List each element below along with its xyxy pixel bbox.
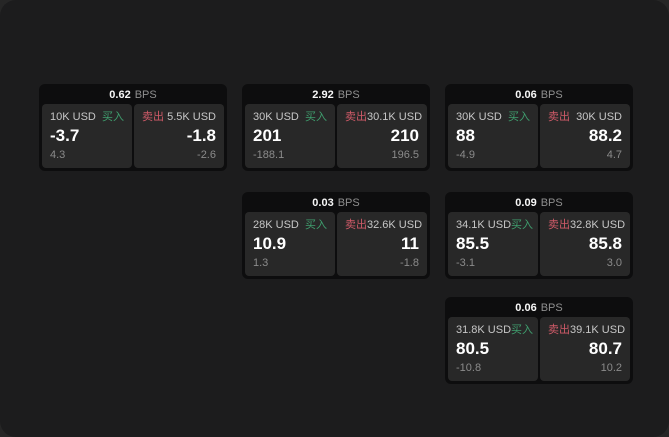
bps-unit-label: BPS — [337, 197, 360, 209]
buy-amount: 31.8K USD — [456, 324, 512, 336]
buy-amount: 30K USD — [456, 111, 502, 123]
buy-label: 买入 — [305, 219, 327, 231]
card-header: 0.03 BPS — [245, 195, 427, 212]
sell-amount: 30.1K USD — [367, 111, 423, 123]
bps-value: 0.09 — [515, 197, 537, 209]
quote-card: 0.62 BPS 10K USD 买入 -3.7 4.3 卖出 5.5K USD… — [39, 84, 227, 171]
bps-unit-label: BPS — [337, 89, 360, 101]
sell-price: 88.2 — [588, 126, 622, 145]
buy-amount: 34.1K USD — [456, 219, 512, 231]
card-header: 0.09 BPS — [448, 195, 630, 212]
buy-price: 88 — [456, 126, 475, 145]
card-header: 2.92 BPS — [245, 87, 427, 104]
buy-delta: -10.8 — [456, 362, 482, 374]
quote-card: 0.09 BPS 34.1K USD 买入 85.5 -3.1 卖出 32.8K… — [445, 192, 633, 279]
sell-label: 卖出 — [345, 111, 367, 123]
sell-delta: 10.2 — [600, 362, 622, 374]
buy-price: 80.5 — [456, 339, 490, 358]
sell-panel[interactable]: 卖出 32.6K USD 11 -1.8 — [337, 212, 427, 276]
sell-label: 卖出 — [142, 111, 164, 123]
sell-label: 卖出 — [548, 219, 570, 231]
sell-price: 85.8 — [588, 234, 622, 253]
buy-panel[interactable]: 30K USD 买入 88 -4.9 — [448, 104, 538, 168]
card-header: 0.06 BPS — [448, 87, 630, 104]
sell-delta: 3.0 — [606, 257, 622, 269]
sell-delta: -1.8 — [400, 257, 419, 269]
bps-unit-label: BPS — [540, 197, 563, 209]
buy-amount: 28K USD — [253, 219, 299, 231]
buy-price: 85.5 — [456, 234, 490, 253]
bps-unit-label: BPS — [540, 89, 563, 101]
bps-unit-label: BPS — [134, 89, 157, 101]
buy-price: -3.7 — [50, 126, 80, 145]
quote-card: 0.06 BPS 30K USD 买入 88 -4.9 卖出 30K USD 8… — [445, 84, 633, 171]
sell-price: 210 — [390, 126, 419, 145]
quote-card: 2.92 BPS 30K USD 买入 201 -188.1 卖出 30.1K … — [242, 84, 430, 171]
card-header: 0.62 BPS — [42, 87, 224, 104]
buy-delta: 1.3 — [253, 257, 269, 269]
sell-price: -1.8 — [186, 126, 216, 145]
quote-card: 0.06 BPS 31.8K USD 买入 80.5 -10.8 卖出 39.1… — [445, 297, 633, 384]
sell-label: 卖出 — [548, 111, 570, 123]
sell-delta: 4.7 — [606, 149, 622, 161]
bps-value: 0.62 — [109, 89, 131, 101]
buy-panel[interactable]: 31.8K USD 买入 80.5 -10.8 — [448, 317, 538, 381]
sell-delta: 196.5 — [391, 149, 419, 161]
buy-panel[interactable]: 10K USD 买入 -3.7 4.3 — [42, 104, 132, 168]
buy-amount: 30K USD — [253, 111, 299, 123]
buy-delta: -4.9 — [456, 149, 475, 161]
buy-label: 买入 — [511, 324, 534, 336]
buy-delta: -3.1 — [456, 257, 475, 269]
bps-value: 0.03 — [312, 197, 334, 209]
sell-amount: 30K USD — [576, 111, 622, 123]
sell-amount: 5.5K USD — [167, 111, 216, 123]
sell-price: 11 — [401, 234, 419, 253]
sell-delta: -2.6 — [197, 149, 216, 161]
buy-label: 买入 — [508, 111, 530, 123]
buy-label: 买入 — [102, 111, 124, 123]
sell-amount: 32.8K USD — [570, 219, 626, 231]
buy-label: 买入 — [511, 219, 534, 231]
quote-card: 0.03 BPS 28K USD 买入 10.9 1.3 卖出 32.6K US… — [242, 192, 430, 279]
buy-price: 10.9 — [253, 234, 287, 253]
buy-panel[interactable]: 30K USD 买入 201 -188.1 — [245, 104, 335, 168]
sell-amount: 39.1K USD — [570, 324, 626, 336]
buy-label: 买入 — [305, 111, 327, 123]
sell-panel[interactable]: 卖出 30.1K USD 210 196.5 — [337, 104, 427, 168]
buy-amount: 10K USD — [50, 111, 96, 123]
sell-label: 卖出 — [548, 324, 570, 336]
sell-panel[interactable]: 卖出 30K USD 88.2 4.7 — [540, 104, 630, 168]
sell-panel[interactable]: 卖出 32.8K USD 85.8 3.0 — [540, 212, 630, 276]
sell-panel[interactable]: 卖出 39.1K USD 80.7 10.2 — [540, 317, 630, 381]
buy-price: 201 — [253, 126, 282, 145]
sell-panel[interactable]: 卖出 5.5K USD -1.8 -2.6 — [134, 104, 224, 168]
bps-unit-label: BPS — [540, 302, 563, 314]
card-header: 0.06 BPS — [448, 300, 630, 317]
buy-panel[interactable]: 28K USD 买入 10.9 1.3 — [245, 212, 335, 276]
buy-delta: 4.3 — [50, 149, 66, 161]
buy-panel[interactable]: 34.1K USD 买入 85.5 -3.1 — [448, 212, 538, 276]
bps-value: 0.06 — [515, 89, 537, 101]
sell-label: 卖出 — [345, 219, 367, 231]
sell-amount: 32.6K USD — [367, 219, 423, 231]
bps-value: 0.06 — [515, 302, 537, 314]
sell-price: 80.7 — [588, 339, 622, 358]
bps-value: 2.92 — [312, 89, 334, 101]
buy-delta: -188.1 — [253, 149, 285, 161]
